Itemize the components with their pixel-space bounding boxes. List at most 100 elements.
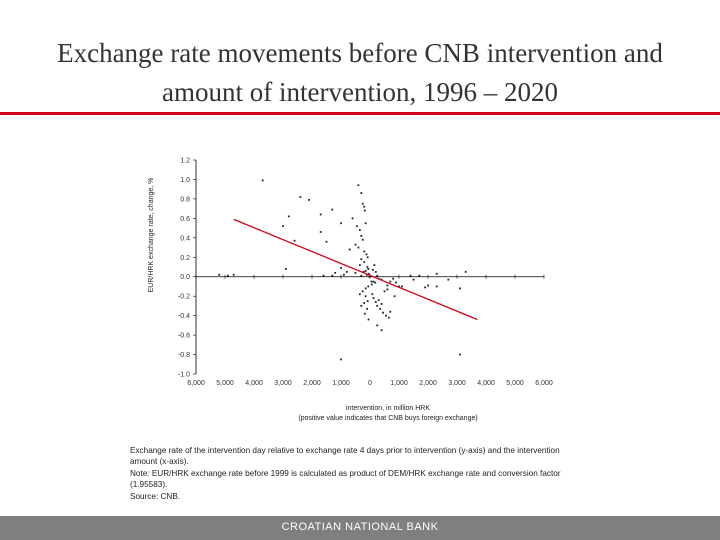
data-point	[345, 270, 348, 273]
note-line-1: Exchange rate of the intervention day re…	[130, 446, 560, 455]
data-point	[373, 264, 376, 266]
data-point	[374, 281, 377, 284]
data-point	[418, 274, 421, 277]
x-tick-label: 1,000	[390, 380, 408, 387]
x-tick-label: 3,000	[448, 380, 466, 387]
chart-points	[218, 179, 467, 361]
data-point	[366, 307, 368, 310]
data-point	[370, 280, 373, 283]
data-point	[398, 285, 400, 288]
data-point	[282, 225, 284, 228]
data-point	[360, 258, 363, 261]
x-tick-label: 3,000	[274, 380, 292, 387]
data-point	[424, 286, 426, 289]
data-point	[293, 239, 296, 242]
data-point	[331, 274, 334, 277]
data-point	[308, 198, 310, 201]
data-point	[389, 280, 392, 283]
data-point	[459, 287, 461, 290]
data-point	[395, 281, 397, 284]
data-point	[364, 295, 367, 298]
y-tick-label: 0.6	[180, 216, 190, 223]
footer-label: CROATIAN NATIONAL BANK	[281, 521, 439, 533]
data-point	[227, 274, 229, 277]
data-point	[385, 314, 387, 317]
note-line-4: (1.95583).	[130, 480, 168, 490]
data-point	[392, 277, 395, 280]
data-point	[325, 240, 328, 243]
data-point	[361, 202, 364, 205]
data-point	[364, 222, 367, 225]
data-point	[354, 243, 357, 246]
data-point	[360, 234, 363, 237]
x-axis-label: intervention, in million HRK	[346, 405, 430, 412]
y-tick-label: 1.2	[180, 158, 190, 165]
data-point	[363, 312, 366, 315]
data-point	[376, 324, 379, 327]
data-point	[363, 302, 366, 304]
note-line-2: amount (x-axis).	[130, 457, 189, 467]
slide-title-line-1: Exchange rate movements before CNB inter…	[57, 38, 663, 68]
data-point	[356, 225, 358, 228]
trend-line	[233, 218, 478, 321]
data-point	[393, 295, 396, 298]
chart-axes	[195, 160, 544, 374]
slide-title-line-2: amount of intervention, 1996 – 2020	[162, 77, 558, 107]
data-point	[368, 275, 371, 278]
data-point	[319, 231, 322, 233]
data-point	[360, 305, 363, 307]
data-point	[360, 274, 363, 277]
data-point	[372, 280, 375, 283]
data-point	[365, 253, 368, 256]
y-tick-label: 0.4	[180, 235, 190, 242]
data-point	[435, 272, 438, 275]
data-point	[351, 217, 354, 220]
data-point	[376, 305, 379, 307]
data-point	[366, 300, 369, 302]
x-tick-label: 2,000	[419, 380, 437, 387]
data-point	[261, 179, 264, 182]
data-point	[374, 301, 377, 303]
x-tick-label: 5,000	[506, 380, 524, 387]
data-point	[360, 192, 363, 194]
data-point	[386, 288, 389, 291]
data-point	[334, 271, 337, 274]
data-point	[331, 208, 334, 211]
data-point	[363, 250, 366, 253]
data-point	[389, 310, 392, 313]
scatter-chart: -1.0 -0.8 -0.6 -0.4 -0.2 0.0 0.2 0.4 0.6 0.8 1.0 1.…	[148, 158, 553, 423]
note-line-3: Note: EUR/HRK exchange rate before 1999 …	[130, 468, 561, 478]
y-tick-label: 0.0	[180, 274, 190, 281]
y-tick-label: 0.8	[180, 196, 190, 203]
data-point	[366, 266, 369, 268]
x-tick-label: 5,000	[216, 380, 234, 387]
data-point	[363, 261, 366, 264]
data-point	[340, 222, 342, 225]
data-point	[340, 267, 342, 269]
data-point	[361, 238, 364, 241]
data-point	[364, 269, 367, 272]
data-point	[386, 284, 389, 287]
data-point	[363, 209, 366, 212]
y-tick-label: -1.0	[178, 372, 190, 379]
x-tick-label: 4,000	[245, 380, 263, 387]
data-point	[383, 290, 386, 293]
data-point	[363, 205, 366, 208]
data-point	[348, 248, 351, 251]
data-point	[380, 329, 383, 332]
data-point	[299, 196, 302, 198]
data-point	[387, 316, 390, 319]
chart-trend	[233, 218, 478, 321]
data-point	[367, 272, 370, 275]
data-point	[380, 303, 383, 305]
chart-ticks: -1.0 -0.8 -0.6 -0.4 -0.2 0.0 0.2 0.4 0.6 0.8 1.0 1.…	[178, 158, 553, 388]
data-point	[358, 264, 361, 266]
x-tick-label: 1,000	[332, 380, 350, 387]
data-point	[435, 285, 438, 288]
x-tick-label: 6,000	[187, 380, 205, 387]
y-tick-label: -0.2	[178, 294, 190, 301]
data-point	[367, 285, 370, 288]
data-point	[371, 293, 374, 296]
y-tick-label: -0.6	[178, 333, 190, 340]
data-point	[401, 285, 403, 288]
